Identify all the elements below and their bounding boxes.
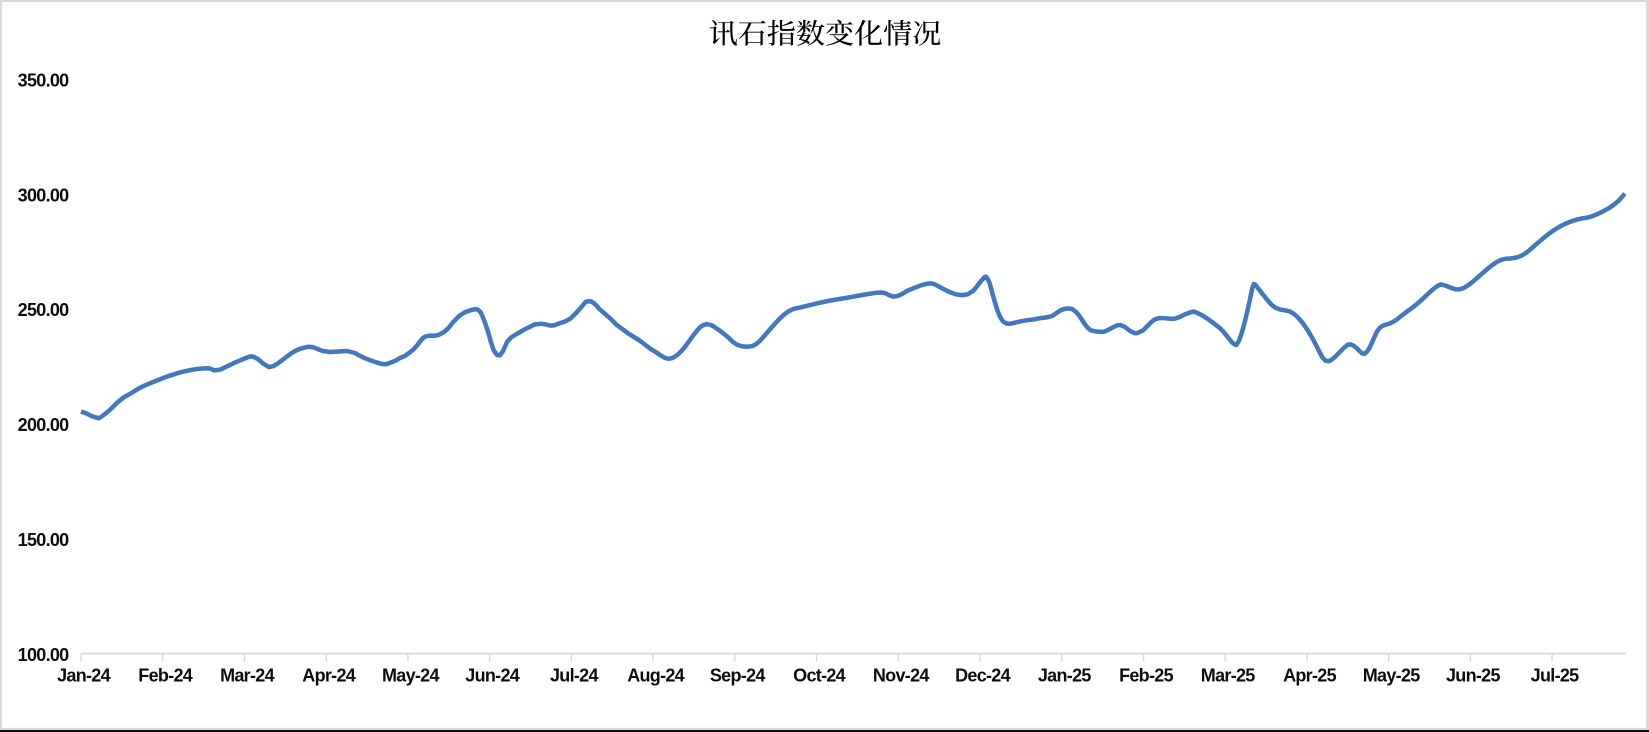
svg-text:Sep-24: Sep-24 — [710, 666, 766, 686]
svg-text:Nov-24: Nov-24 — [873, 666, 930, 686]
svg-text:Dec-24: Dec-24 — [955, 666, 1011, 686]
svg-text:200.00: 200.00 — [18, 415, 70, 435]
svg-text:Mar-25: Mar-25 — [1201, 666, 1256, 686]
svg-text:May-24: May-24 — [382, 666, 440, 686]
svg-text:100.00: 100.00 — [18, 645, 70, 665]
svg-text:Feb-25: Feb-25 — [1119, 666, 1174, 686]
svg-text:Apr-25: Apr-25 — [1283, 666, 1337, 686]
svg-text:Aug-24: Aug-24 — [627, 666, 684, 686]
svg-text:Jun-24: Jun-24 — [465, 666, 520, 686]
svg-text:Jul-25: Jul-25 — [1531, 666, 1580, 686]
svg-text:350.00: 350.00 — [18, 70, 70, 90]
svg-text:Jan-25: Jan-25 — [1038, 666, 1092, 686]
svg-text:Oct-24: Oct-24 — [793, 666, 846, 686]
svg-text:300.00: 300.00 — [18, 185, 70, 205]
svg-text:Jul-24: Jul-24 — [550, 666, 599, 686]
svg-text:Feb-24: Feb-24 — [138, 666, 193, 686]
svg-text:May-25: May-25 — [1363, 666, 1421, 686]
svg-text:250.00: 250.00 — [18, 300, 70, 320]
svg-text:Jan-24: Jan-24 — [57, 666, 111, 686]
svg-text:Jun-25: Jun-25 — [1446, 666, 1501, 686]
svg-text:Apr-24: Apr-24 — [302, 666, 356, 686]
svg-text:150.00: 150.00 — [18, 530, 70, 550]
svg-text:Mar-24: Mar-24 — [220, 666, 275, 686]
